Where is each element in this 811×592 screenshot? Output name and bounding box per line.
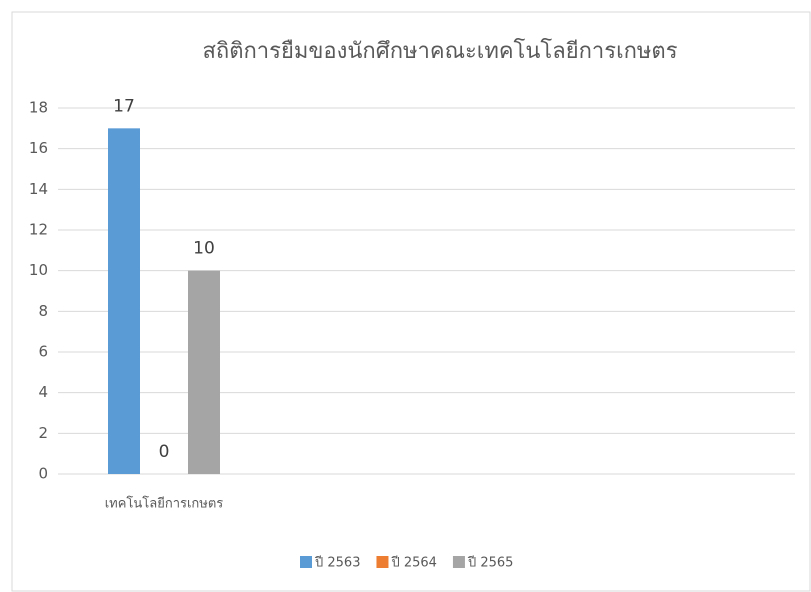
legend-label: ปี 2565 <box>467 555 513 571</box>
data-label: 17 <box>113 96 135 116</box>
chart: สถิติการยืมของนักศึกษาคณะเทคโนโลยีการเกษ… <box>0 0 811 592</box>
y-tick-label: 2 <box>38 424 48 442</box>
y-tick-label: 10 <box>29 261 48 279</box>
bar <box>108 128 140 474</box>
y-tick-label: 6 <box>38 343 48 361</box>
y-tick-label: 4 <box>38 383 48 401</box>
bar <box>188 271 220 474</box>
data-label: 0 <box>159 442 170 462</box>
y-tick-label: 0 <box>38 465 48 483</box>
legend-swatch <box>376 556 388 568</box>
y-tick-label: 12 <box>29 221 48 239</box>
y-tick-label: 16 <box>29 139 48 157</box>
legend-label: ปี 2563 <box>314 555 360 571</box>
y-tick-label: 8 <box>38 302 48 320</box>
legend-swatch <box>453 556 465 568</box>
data-label: 10 <box>193 239 215 259</box>
y-tick-label: 14 <box>29 180 48 198</box>
legend-swatch <box>300 556 312 568</box>
y-tick-label: 18 <box>29 99 48 117</box>
x-tick-label: เทคโนโลยีการเกษตร <box>105 496 224 512</box>
chart-title: สถิติการยืมของนักศึกษาคณะเทคโนโลยีการเกษ… <box>202 38 677 64</box>
legend-label: ปี 2564 <box>390 555 436 571</box>
